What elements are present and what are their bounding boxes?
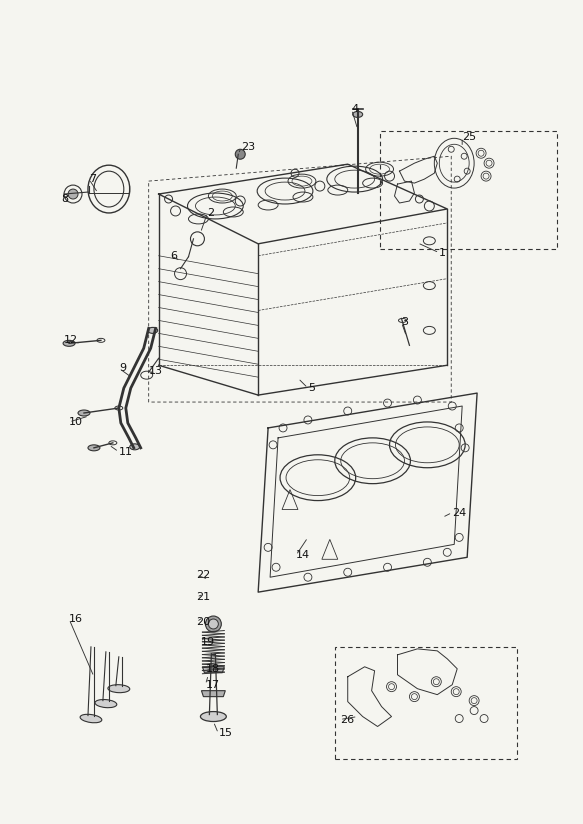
Text: 19: 19: [201, 637, 215, 647]
Ellipse shape: [130, 444, 140, 450]
Text: 23: 23: [241, 143, 255, 152]
Text: 4: 4: [352, 105, 359, 115]
Text: 10: 10: [69, 417, 83, 427]
Text: 15: 15: [219, 728, 233, 738]
Text: 3: 3: [402, 317, 409, 327]
Text: 18: 18: [205, 664, 220, 674]
Text: 17: 17: [205, 680, 220, 690]
Ellipse shape: [80, 714, 102, 723]
Text: 25: 25: [462, 133, 476, 143]
Text: 16: 16: [69, 614, 83, 624]
Circle shape: [205, 616, 222, 632]
Polygon shape: [202, 691, 225, 696]
Ellipse shape: [201, 712, 226, 722]
Ellipse shape: [63, 340, 75, 346]
Ellipse shape: [353, 111, 363, 117]
Text: 22: 22: [196, 570, 210, 580]
Text: 24: 24: [452, 508, 466, 517]
Bar: [335, 647, 517, 760]
Circle shape: [208, 619, 219, 629]
Ellipse shape: [95, 700, 117, 708]
Ellipse shape: [147, 327, 157, 334]
Text: 14: 14: [296, 550, 310, 560]
Ellipse shape: [78, 410, 90, 416]
Text: 26: 26: [340, 714, 354, 724]
Text: 13: 13: [149, 366, 163, 377]
Ellipse shape: [208, 666, 219, 672]
Text: 6: 6: [171, 250, 178, 260]
Text: 21: 21: [196, 592, 210, 602]
Circle shape: [68, 189, 78, 199]
Text: 12: 12: [64, 335, 78, 345]
Ellipse shape: [88, 445, 100, 451]
Text: 5: 5: [308, 383, 315, 393]
Text: 2: 2: [208, 208, 215, 218]
Text: 7: 7: [89, 174, 96, 184]
Text: 1: 1: [440, 248, 447, 258]
Polygon shape: [202, 667, 224, 672]
Text: 11: 11: [119, 447, 133, 456]
Text: 20: 20: [196, 617, 210, 627]
Ellipse shape: [108, 685, 130, 693]
Text: 8: 8: [61, 194, 68, 204]
Circle shape: [236, 149, 245, 159]
Bar: [380, 131, 557, 249]
Text: 9: 9: [119, 363, 126, 373]
